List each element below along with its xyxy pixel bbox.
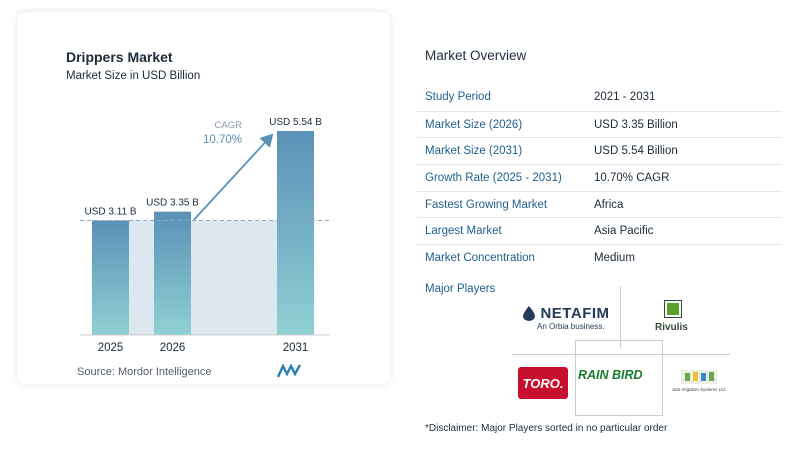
overview-row: Market Concentration Medium: [417, 244, 782, 271]
overview-row: Growth Rate (2025 - 2031) 10.70% CAGR: [417, 164, 782, 191]
players-divider: [620, 286, 621, 348]
overview-row-value: 10.70% CAGR: [594, 171, 670, 184]
cagr-label: CAGR: [215, 120, 243, 131]
x-tick-label: 2025: [98, 342, 124, 354]
overview-row: Fastest Growing Market Africa: [417, 190, 782, 218]
overview-row: Market Size (2031) USD 5.54 Billion: [417, 137, 782, 164]
x-tick-label: 2026: [160, 342, 186, 354]
jain-wordmark: Jain Irrigation Systems Ltd.: [671, 387, 727, 392]
netafim-wordmark: NETAFIM: [540, 304, 610, 322]
overview-row-label: Fastest Growing Market: [425, 198, 548, 211]
data-label: USD 3.35 B: [146, 198, 199, 209]
bar: [154, 211, 191, 335]
data-label: USD 3.11 B: [84, 206, 136, 217]
overview-table: Study Period 2021 - 2031 Market Size (202…: [417, 84, 782, 271]
netafim-tagline: An Orbia business.: [537, 322, 605, 331]
major-players-label: Major Players: [425, 283, 496, 295]
players-divider: [575, 415, 663, 416]
rivulis-logo-icon: [664, 300, 682, 318]
rainbird-logo: RAIN BIRD: [578, 368, 643, 382]
netafim-drop-icon: [523, 306, 536, 321]
overview-row-value: Medium: [594, 251, 635, 264]
players-divider: [512, 354, 730, 355]
cagr-value: 10.70%: [203, 134, 242, 146]
overview-row-label: Market Size (2031): [425, 145, 523, 158]
overview-row-value: Asia Pacific: [594, 225, 654, 238]
toro-logo: TORO.: [518, 367, 568, 399]
jain-logo: [681, 370, 717, 384]
overview-row-label: Market Size (2026): [425, 118, 523, 131]
overview-row-value: Africa: [594, 198, 624, 211]
overview-row: Market Size (2026) USD 3.35 Billion: [417, 110, 782, 138]
netafim-logo: NETAFIM: [518, 304, 614, 322]
rivulis-wordmark: Rivulis: [655, 322, 688, 333]
chart-title: Drippers Market: [66, 49, 173, 65]
mordor-logo-icon: [277, 364, 301, 378]
overview-row-value: USD 5.54 Billion: [594, 145, 678, 158]
overview-row: Largest Market Asia Pacific: [417, 217, 782, 244]
overview-title: Market Overview: [425, 48, 527, 63]
overview-row-label: Market Concentration: [425, 251, 535, 264]
overview-row-value: USD 3.35 Billion: [594, 118, 678, 131]
overview-row-label: Study Period: [425, 91, 491, 104]
players-divider: [575, 340, 576, 416]
overview-row-label: Largest Market: [425, 225, 502, 238]
overview-row-label: Growth Rate (2025 - 2031): [425, 171, 562, 184]
source-note: Source: Mordor Intelligence: [77, 366, 212, 378]
data-label: USD 5.54 B: [269, 117, 322, 128]
chart-subtitle: Market Size in USD Billion: [66, 70, 201, 82]
cagr-arrow: [193, 133, 274, 221]
bar: [277, 131, 314, 335]
toro-wordmark: TORO.: [522, 375, 564, 391]
overview-row-value: 2021 - 2031: [594, 91, 656, 104]
players-divider: [575, 340, 663, 341]
players-divider: [662, 340, 663, 416]
bar: [92, 220, 129, 335]
disclaimer: *Disclaimer: Major Players sorted in no …: [425, 423, 668, 434]
x-tick-label: 2031: [283, 342, 309, 354]
overview-row: Study Period 2021 - 2031: [417, 84, 782, 111]
